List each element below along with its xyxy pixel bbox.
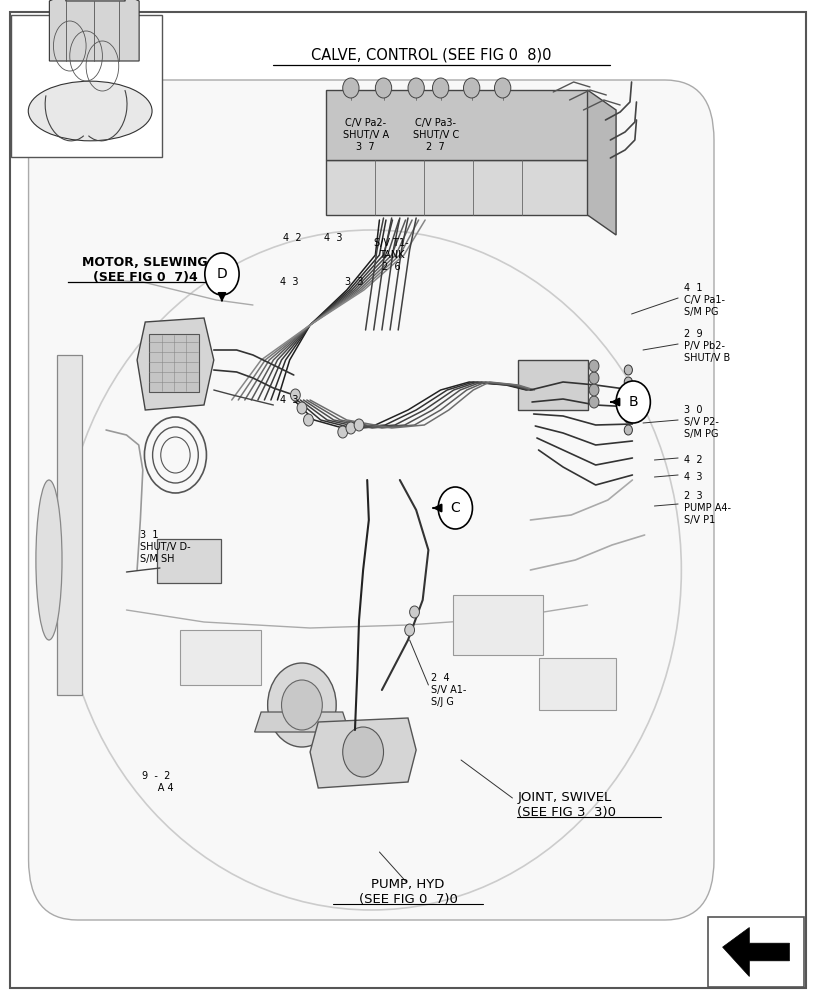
Text: 3  3: 3 3 (345, 277, 363, 287)
Circle shape (616, 381, 650, 423)
Polygon shape (326, 90, 588, 160)
Circle shape (410, 606, 419, 618)
Circle shape (405, 624, 415, 636)
Text: 4  3: 4 3 (684, 472, 703, 482)
Text: 4  2: 4 2 (283, 233, 301, 243)
Bar (539, 658, 616, 710)
Circle shape (304, 414, 313, 426)
Circle shape (624, 413, 632, 423)
FancyBboxPatch shape (157, 539, 221, 583)
Polygon shape (66, 0, 126, 1)
Circle shape (343, 727, 384, 777)
Text: 3  1
SHUT/V D-
S/M SH: 3 1 SHUT/V D- S/M SH (140, 530, 191, 564)
Text: S/V T1-
TANK
2  6: S/V T1- TANK 2 6 (375, 238, 409, 272)
Circle shape (624, 389, 632, 399)
Bar (149, 334, 199, 392)
Circle shape (438, 487, 472, 529)
FancyBboxPatch shape (29, 80, 714, 920)
Bar (11, 15, 162, 157)
Text: 9  -  2
      A 4: 9 - 2 A 4 (140, 771, 174, 793)
Text: 4  3: 4 3 (281, 395, 299, 405)
Circle shape (589, 384, 599, 396)
Circle shape (346, 422, 356, 434)
Circle shape (494, 78, 511, 98)
Bar (708, 917, 804, 987)
Circle shape (589, 360, 599, 372)
Text: JOINT, SWIVEL
(SEE FIG 3  3)0: JOINT, SWIVEL (SEE FIG 3 3)0 (517, 791, 616, 819)
Bar (180, 630, 261, 685)
Text: 2  9
P/V Pb2-
SHUT/V B: 2 9 P/V Pb2- SHUT/V B (684, 329, 730, 363)
Polygon shape (50, 0, 139, 61)
Text: B: B (628, 395, 638, 409)
Circle shape (624, 401, 632, 411)
Circle shape (297, 402, 307, 414)
Text: MOTOR, SLEWING
(SEE FIG 0  7)4: MOTOR, SLEWING (SEE FIG 0 7)4 (82, 256, 208, 284)
Circle shape (268, 663, 336, 747)
Polygon shape (255, 712, 349, 732)
Text: 4  3: 4 3 (324, 233, 342, 243)
Circle shape (290, 389, 300, 401)
Polygon shape (518, 360, 588, 410)
Circle shape (589, 396, 599, 408)
Ellipse shape (36, 480, 62, 640)
Circle shape (624, 377, 632, 387)
Text: 4  2: 4 2 (684, 455, 703, 465)
Text: PUMP, HYD
(SEE FIG 0  7)0: PUMP, HYD (SEE FIG 0 7)0 (358, 878, 458, 906)
Bar (57, 355, 82, 695)
Circle shape (589, 372, 599, 384)
Text: 4  1
C/V Pa1-
S/M PG: 4 1 C/V Pa1- S/M PG (684, 283, 725, 317)
Text: C/V Pa2-
SHUT/V A
3  7: C/V Pa2- SHUT/V A 3 7 (343, 118, 388, 152)
Circle shape (408, 78, 424, 98)
Ellipse shape (29, 81, 152, 141)
Circle shape (354, 419, 364, 431)
Circle shape (338, 426, 348, 438)
Polygon shape (310, 718, 416, 788)
Text: 2  4
S/V A1-
S/J G: 2 4 S/V A1- S/J G (431, 673, 466, 707)
Text: C/V Pa3-
SHUT/V C
2  7: C/V Pa3- SHUT/V C 2 7 (413, 118, 459, 152)
Polygon shape (137, 318, 214, 410)
Circle shape (463, 78, 480, 98)
Text: 4  3: 4 3 (281, 277, 299, 287)
Circle shape (624, 425, 632, 435)
Circle shape (282, 680, 322, 730)
Circle shape (375, 78, 392, 98)
Polygon shape (588, 90, 616, 235)
Text: C: C (450, 501, 460, 515)
Circle shape (432, 78, 449, 98)
Circle shape (343, 78, 359, 98)
Bar (453, 595, 543, 655)
Text: D: D (216, 267, 228, 281)
Text: CALVE, CONTROL (SEE FIG 0  8)0: CALVE, CONTROL (SEE FIG 0 8)0 (311, 47, 551, 62)
Text: 3  0
S/V P2-
S/M PG: 3 0 S/V P2- S/M PG (684, 405, 719, 439)
Polygon shape (723, 928, 789, 976)
Circle shape (624, 365, 632, 375)
Circle shape (205, 253, 239, 295)
Polygon shape (326, 160, 588, 215)
Text: 2  3
PUMP A4-
S/V P1: 2 3 PUMP A4- S/V P1 (684, 491, 731, 525)
